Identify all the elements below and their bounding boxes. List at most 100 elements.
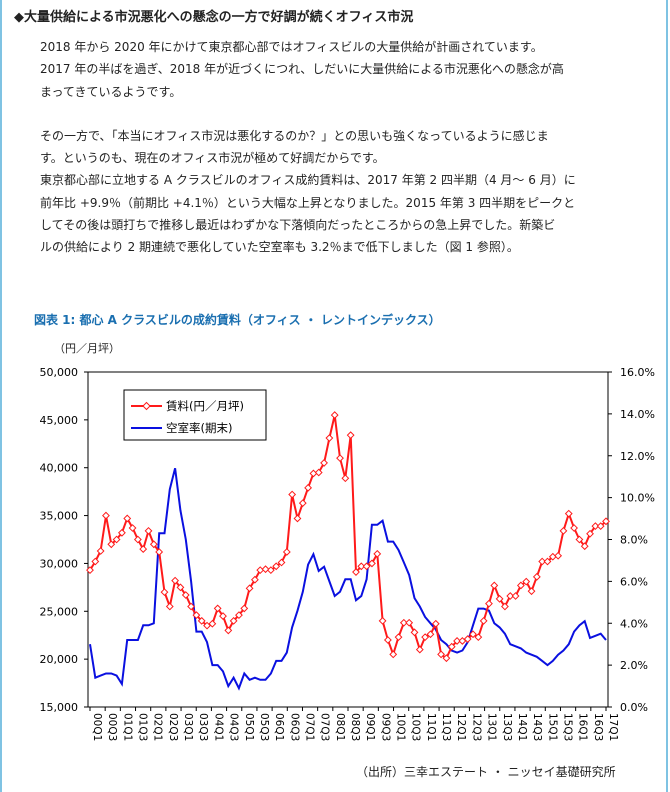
x-tick-label: 03Q3: [197, 713, 209, 741]
x-tick-label: 02Q3: [167, 713, 179, 741]
rent-point: [96, 547, 105, 555]
y-right-tick-label: 8.0%: [620, 534, 648, 547]
x-tick-label: 01Q3: [137, 713, 149, 741]
rent-point: [479, 616, 488, 625]
x-tick-label: 06Q3: [288, 713, 300, 741]
y-left-tick-label: 20,000: [40, 653, 79, 666]
rent-point: [442, 654, 451, 663]
y-right-tick-label: 16.0%: [620, 366, 655, 379]
x-tick-label: 01Q1: [121, 713, 133, 741]
rent-point: [437, 650, 446, 659]
y-right-tick-label: 14.0%: [620, 408, 655, 421]
rent-point: [341, 474, 350, 483]
x-tick-label: 00Q3: [106, 713, 118, 741]
rent-point: [352, 568, 360, 576]
rent-point: [240, 604, 249, 613]
rent-point: [357, 562, 366, 571]
x-tick-label: 00Q1: [91, 713, 103, 741]
x-tick-label: 04Q3: [228, 713, 240, 741]
rent-point: [495, 594, 504, 603]
rent-point: [139, 545, 148, 553]
rent-point: [229, 616, 238, 625]
rent-point: [165, 602, 174, 611]
x-tick-label: 04Q1: [212, 713, 224, 741]
rent-point: [261, 565, 270, 574]
rent-point: [373, 549, 382, 558]
x-tick-label: 12Q3: [470, 713, 482, 741]
rent-point: [490, 581, 499, 590]
rent-point: [522, 577, 531, 586]
x-tick-label: 11Q1: [425, 713, 437, 741]
x-tick-label: 16Q3: [592, 713, 604, 741]
rent-point: [501, 602, 509, 611]
series-line-vacancy: [89, 468, 607, 691]
rent-point: [421, 633, 430, 642]
x-tick-label: 13Q3: [501, 713, 513, 741]
rent-point: [128, 524, 137, 532]
rent-point: [293, 514, 302, 523]
rent-point: [314, 468, 323, 477]
rent-point: [288, 490, 297, 499]
paragraph-line: まってきているようです。: [40, 84, 182, 99]
rent-point: [362, 562, 371, 571]
y-right-tick-label: 6.0%: [620, 575, 648, 588]
rent-point: [383, 636, 392, 644]
paragraph-line: 前年比 +9.9％（前期比 +4.1％）という大幅な上昇となりました。2015 …: [40, 195, 576, 210]
rent-point: [235, 611, 243, 620]
rent-point: [203, 621, 211, 630]
x-tick-label: 05Q1: [243, 713, 255, 741]
rent-point: [399, 618, 408, 627]
rent-point: [118, 528, 126, 537]
rent-point: [250, 575, 259, 584]
rent-point: [245, 584, 254, 593]
paragraph-line: 2018 年から 2020 年にかけて東京都心部ではオフィスビルの大量供給が計画…: [40, 40, 543, 54]
rent-point: [453, 637, 461, 645]
rent-point: [405, 618, 414, 627]
rent-point: [197, 616, 206, 625]
x-tick-label: 09Q1: [364, 713, 376, 741]
x-tick-label: 15Q1: [546, 713, 558, 741]
rent-point: [187, 602, 195, 611]
rent-point: [181, 591, 190, 599]
rent-point: [458, 637, 467, 645]
rent-point: [511, 592, 520, 600]
rent-point: [320, 459, 328, 467]
rent-point: [580, 542, 589, 551]
rent-point: [144, 526, 153, 535]
section-heading: ◆大量供給による市況悪化への懸念の一方で好調が続くオフィス市況: [14, 10, 414, 25]
x-tick-label: 15Q3: [561, 713, 573, 741]
rent-point: [591, 522, 600, 531]
rent-point: [431, 619, 440, 628]
x-tick-label: 06Q1: [273, 713, 285, 741]
x-tick-label: 03Q1: [182, 713, 194, 741]
y-right-tick-label: 2.0%: [620, 659, 648, 672]
y-left-tick-label: 40,000: [40, 462, 79, 475]
y-left-tick-label: 35,000: [40, 510, 79, 523]
rent-point: [527, 587, 536, 596]
y-right-tick-label: 4.0%: [620, 617, 648, 630]
paragraph-line: す。というのも、現在のオフィス市況が極めて好調だからです。: [40, 151, 385, 166]
x-tick-label: 05Q3: [258, 713, 270, 741]
rent-point: [485, 599, 493, 608]
rent-point: [575, 535, 584, 544]
rent-point: [277, 558, 286, 567]
legend-label-rent: 賃料(円／月坪): [166, 399, 244, 413]
rent-point: [447, 642, 456, 651]
rent-point: [474, 633, 483, 642]
rent-point: [543, 557, 552, 566]
rent-vacancy-chart: （円／月坪） 50,000 45,000 40,000 35,000 30,000 25,…: [40, 342, 655, 741]
rent-point: [506, 592, 515, 600]
y-right-tick-label: 10.0%: [620, 492, 655, 505]
rent-point: [155, 548, 164, 556]
x-tick-label: 16Q1: [577, 713, 589, 741]
x-tick-label: 14Q3: [531, 713, 543, 741]
rent-point: [330, 411, 339, 419]
rent-point: [266, 566, 275, 575]
article-body: 2018 年から 2020 年にかけて東京都心部ではオフィスビルの大量供給が計画…: [40, 36, 640, 259]
y-right-tick-label: 12.0%: [620, 450, 655, 463]
rent-point: [123, 514, 132, 523]
x-tick-label: 12Q1: [455, 713, 467, 741]
rent-point: [91, 557, 100, 566]
source-note: （出所）三幸エステート ・ ニッセイ基礎研究所: [356, 765, 616, 779]
